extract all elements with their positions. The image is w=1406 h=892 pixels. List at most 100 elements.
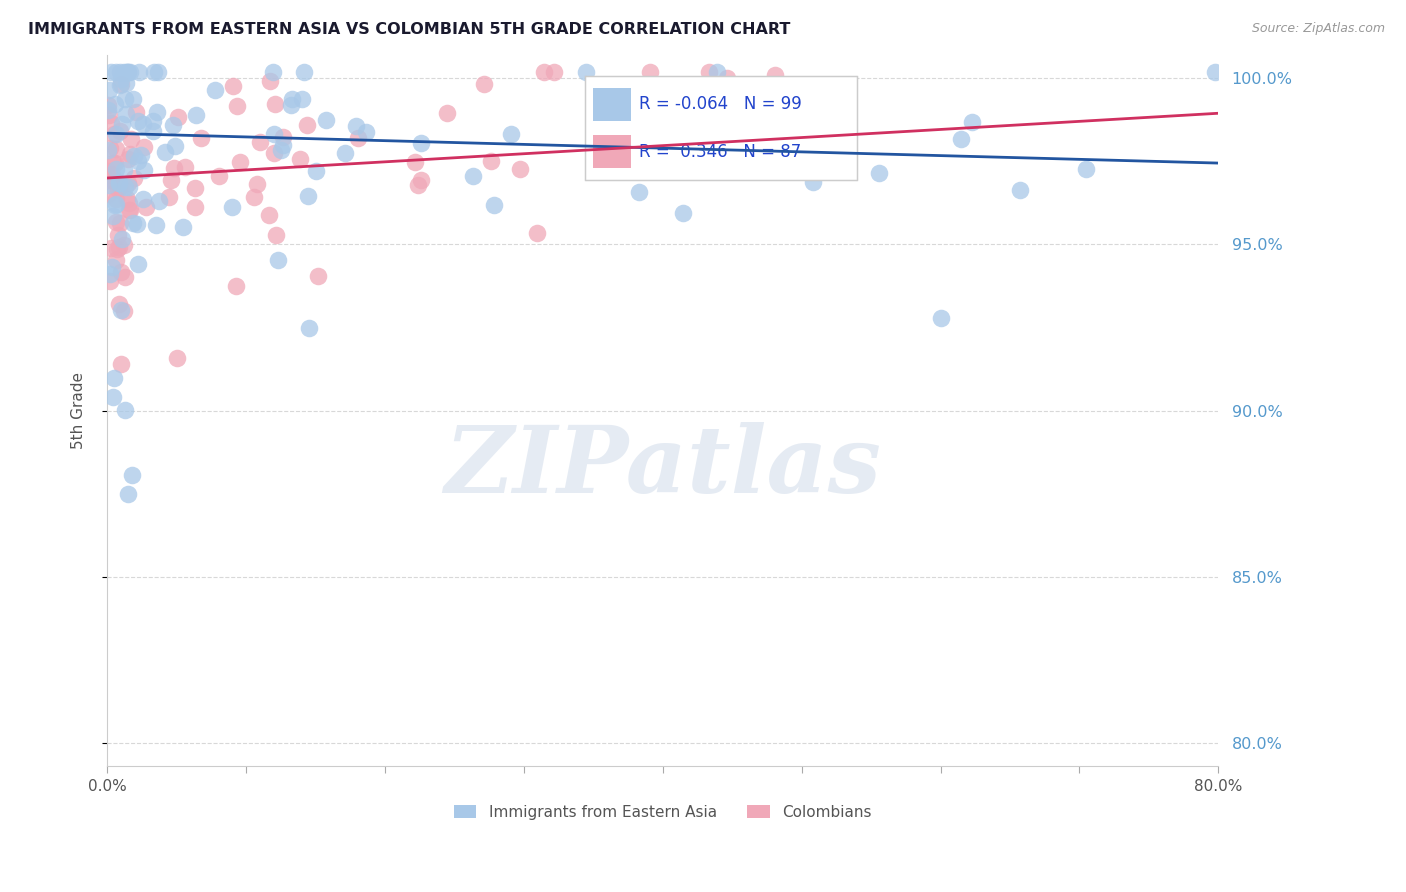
Point xyxy=(117,202,139,217)
Point xyxy=(120,132,142,146)
Point xyxy=(335,145,357,160)
Point xyxy=(118,202,141,217)
Point xyxy=(100,64,122,78)
Point xyxy=(273,138,295,153)
Point xyxy=(146,104,169,119)
Point xyxy=(127,257,149,271)
Point xyxy=(633,93,655,107)
Point xyxy=(291,92,314,106)
Point xyxy=(1076,162,1098,177)
Point xyxy=(108,176,131,190)
Point xyxy=(406,178,429,193)
Point xyxy=(204,83,226,97)
Point xyxy=(208,169,231,183)
Point xyxy=(127,154,149,169)
Point xyxy=(101,390,124,404)
Point xyxy=(229,155,252,169)
Point xyxy=(142,64,165,78)
Point xyxy=(1010,183,1032,197)
Point xyxy=(295,118,318,132)
Point xyxy=(305,164,328,178)
Point xyxy=(122,92,145,106)
Point xyxy=(100,116,122,130)
Point xyxy=(221,200,243,214)
Point xyxy=(104,142,127,156)
Point xyxy=(115,64,138,78)
Point xyxy=(98,141,121,155)
Text: Source: ZipAtlas.com: Source: ZipAtlas.com xyxy=(1251,22,1385,36)
Point xyxy=(114,270,136,285)
Point xyxy=(162,118,184,132)
Point xyxy=(225,98,247,112)
Point xyxy=(104,156,127,170)
Point xyxy=(111,232,134,246)
Point xyxy=(163,161,186,176)
Point xyxy=(482,197,505,211)
Point xyxy=(97,143,120,157)
Point xyxy=(307,268,329,283)
Point xyxy=(122,171,145,186)
Point xyxy=(100,241,122,255)
Point xyxy=(117,64,139,78)
Point xyxy=(166,351,188,366)
Point xyxy=(543,64,565,78)
Point xyxy=(163,139,186,153)
Point xyxy=(404,155,426,169)
Point xyxy=(97,103,120,117)
Point xyxy=(166,111,188,125)
Point xyxy=(259,74,281,88)
Point xyxy=(533,64,555,78)
Point xyxy=(263,146,285,161)
Point xyxy=(411,173,433,187)
Text: 80.0%: 80.0% xyxy=(1194,779,1243,794)
Legend: Immigrants from Eastern Asia, Colombians: Immigrants from Eastern Asia, Colombians xyxy=(447,798,879,826)
Point xyxy=(242,190,264,204)
Point xyxy=(97,108,120,122)
Point xyxy=(115,107,138,121)
Text: ZIPatlas: ZIPatlas xyxy=(444,423,882,512)
Point xyxy=(411,136,433,151)
Point xyxy=(697,64,720,78)
Point xyxy=(110,302,132,317)
Point xyxy=(659,160,682,174)
Point xyxy=(103,172,125,186)
Point xyxy=(131,148,153,162)
Point xyxy=(288,153,311,167)
Point xyxy=(118,64,141,78)
Point xyxy=(112,64,135,78)
Point xyxy=(121,467,143,482)
Point xyxy=(110,357,132,371)
Point xyxy=(157,190,180,204)
Point xyxy=(1204,64,1226,78)
Point xyxy=(100,274,122,288)
Point xyxy=(263,64,285,78)
Point xyxy=(463,169,485,183)
Point xyxy=(135,200,157,214)
Point xyxy=(263,127,285,141)
Point xyxy=(222,78,245,93)
Point xyxy=(110,216,132,230)
Point xyxy=(98,173,121,187)
Point xyxy=(134,139,156,153)
Point xyxy=(298,320,321,334)
Point xyxy=(315,112,337,127)
Point xyxy=(101,168,124,182)
Point xyxy=(101,210,124,224)
Point xyxy=(107,182,129,196)
Point xyxy=(264,96,287,111)
Point xyxy=(117,64,139,78)
Point xyxy=(107,240,129,254)
Point xyxy=(270,143,292,157)
Point xyxy=(112,303,135,318)
Point xyxy=(575,64,598,78)
Point xyxy=(148,194,170,208)
Point xyxy=(110,77,132,91)
Point xyxy=(292,64,315,78)
Point xyxy=(115,76,138,90)
Point xyxy=(122,149,145,163)
Point xyxy=(472,78,495,92)
Point xyxy=(271,129,294,144)
Point xyxy=(100,169,122,184)
Point xyxy=(190,131,212,145)
Point xyxy=(104,97,127,112)
